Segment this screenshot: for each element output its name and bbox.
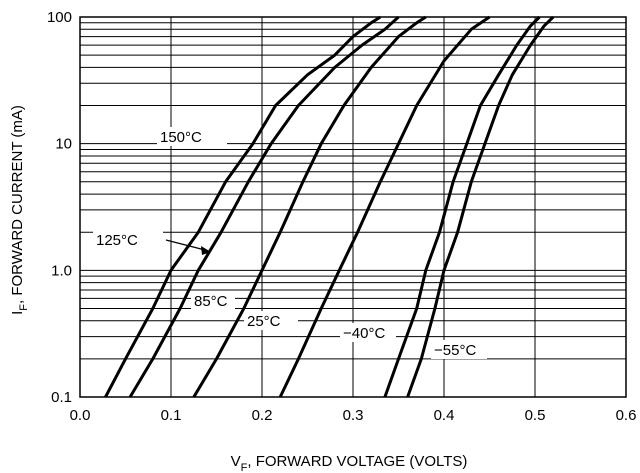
x-tick-label-3: 0.3 xyxy=(343,407,364,424)
x-tick-label-0: 0.0 xyxy=(70,407,91,424)
series-line-1 xyxy=(128,15,400,398)
chart-grid xyxy=(79,16,627,398)
x-tick-label-5: 0.5 xyxy=(525,407,546,424)
curve-label-0: 150°C xyxy=(160,129,202,146)
series-line-3 xyxy=(278,15,491,398)
curve-label-bg-2 xyxy=(191,291,235,310)
y-tick-label-3: 100 xyxy=(47,9,72,26)
y-tick-label-2: 10 xyxy=(55,136,72,153)
curve-label-bg-3 xyxy=(244,311,298,330)
series-line-2 xyxy=(192,15,427,398)
y-tick-label-0: 0.1 xyxy=(51,389,72,406)
x-tick-label-1: 0.1 xyxy=(161,407,182,424)
curve-label-4: −40°C xyxy=(343,325,385,342)
y-tick-label-1: 1.0 xyxy=(51,262,72,279)
x-tick-label-6: 0.6 xyxy=(616,407,637,424)
arrow-icon xyxy=(201,246,211,255)
curve-labels: 150°C 125°C 85°C 25°C −40°C −55°C xyxy=(93,127,487,359)
series-line-5 xyxy=(406,15,555,398)
curve-label-3: 25°C xyxy=(247,313,281,330)
series-line-0 xyxy=(104,15,382,398)
y-axis-title: IF, FORWARD CURRENT (mA) xyxy=(9,105,30,315)
x-tick-label-2: 0.2 xyxy=(252,407,273,424)
curve-label-1: 125°C xyxy=(96,232,138,249)
curve-label-5: −55°C xyxy=(434,342,476,359)
x-tick-label-4: 0.4 xyxy=(434,407,455,424)
series-line-4 xyxy=(383,15,541,398)
plot-frame xyxy=(79,16,627,398)
curve-label-2: 85°C xyxy=(194,293,228,310)
curve-label-bg-1 xyxy=(93,230,163,249)
curve-label-leader-1 xyxy=(165,239,206,251)
curve-label-bg-0 xyxy=(157,127,227,146)
curve-label-bg-5 xyxy=(431,340,487,359)
chart-series xyxy=(104,15,555,398)
x-axis-title: VF, FORWARD VOLTAGE (VOLTS) xyxy=(231,453,468,473)
curve-label-bg-4 xyxy=(340,323,396,342)
